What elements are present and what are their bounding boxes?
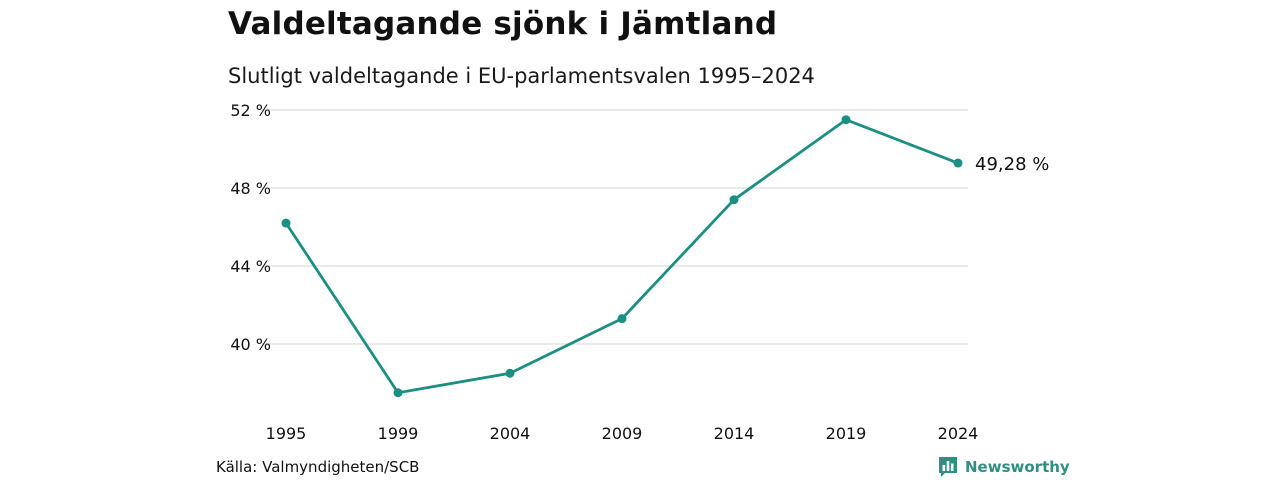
y-tick-label: 44 % xyxy=(230,257,271,276)
x-tick-label: 2014 xyxy=(714,424,755,443)
data-point xyxy=(617,314,627,324)
data-point xyxy=(393,388,403,398)
chart-title: Valdeltagande sjönk i Jämtland xyxy=(228,6,778,42)
source-note: Källa: Valmyndigheten/SCB xyxy=(216,458,420,476)
data-point xyxy=(841,115,851,125)
bar-chart-speech-bubble-icon xyxy=(939,457,957,477)
data-point xyxy=(505,368,515,378)
x-tick-label: 2019 xyxy=(826,424,867,443)
y-tick-label: 48 % xyxy=(230,179,271,198)
brand-name: Newsworthy xyxy=(965,458,1070,476)
y-tick-label: 52 % xyxy=(230,101,271,120)
x-tick-label: 2004 xyxy=(490,424,531,443)
end-value-label: 49,28 % xyxy=(975,154,1049,175)
x-tick-label: 2009 xyxy=(602,424,643,443)
chart-subtitle: Slutligt valdeltagande i EU-parlamentsva… xyxy=(228,64,815,88)
y-tick-label: 40 % xyxy=(230,335,271,354)
data-point xyxy=(281,218,291,228)
x-tick-label: 1995 xyxy=(266,424,307,443)
data-point xyxy=(729,195,739,205)
series-line xyxy=(284,118,960,395)
data-point xyxy=(953,158,963,168)
x-tick-label: 1999 xyxy=(378,424,419,443)
brand-logo: Newsworthy xyxy=(938,456,1070,478)
x-tick-label: 2024 xyxy=(938,424,979,443)
